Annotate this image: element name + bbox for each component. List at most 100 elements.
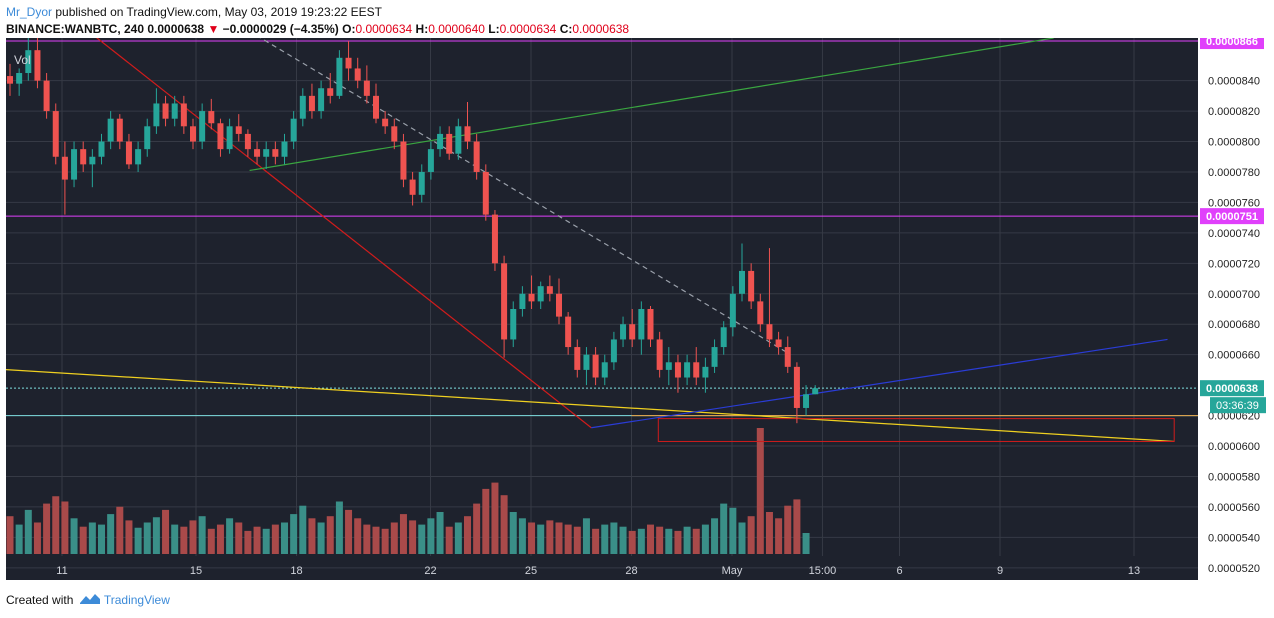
volume-bar <box>271 524 279 554</box>
candle-body <box>263 149 270 157</box>
y-tick-label: 0.0000520 <box>1208 563 1260 575</box>
author-link[interactable]: Mr_Dyor <box>6 5 53 19</box>
volume-bar <box>784 505 792 554</box>
x-tick-label: 9 <box>997 565 1003 577</box>
volume-bar <box>52 496 60 554</box>
x-tick-label: 15:00 <box>809 565 837 577</box>
volume-bar <box>793 499 801 554</box>
candle-body <box>574 347 581 370</box>
volume-bar <box>70 518 78 554</box>
price-badge <box>1200 208 1264 225</box>
volume-bar <box>491 482 499 554</box>
price-axis[interactable] <box>1198 38 1270 580</box>
volume-bar <box>317 522 325 554</box>
close-label: C: <box>559 22 573 36</box>
open-value: 0.0000634 <box>355 22 413 36</box>
volume-bar <box>509 512 517 554</box>
candle-body <box>757 301 764 325</box>
price-badge-label: 0.0000638 <box>1206 383 1258 395</box>
candle-body <box>592 354 599 378</box>
low-label: L: <box>488 22 500 36</box>
candle-body <box>739 270 745 294</box>
candle-body <box>491 214 498 264</box>
candle-body <box>34 50 41 81</box>
volume-bar <box>15 524 23 554</box>
volume-bar <box>262 528 270 554</box>
volume-bar <box>592 528 600 554</box>
volume-bar <box>281 522 288 554</box>
candle-body <box>793 366 800 408</box>
volume-bar <box>189 520 197 554</box>
candle-body <box>71 149 78 180</box>
trend-line <box>249 37 1054 172</box>
last-price: 0.0000638 <box>147 22 205 36</box>
volume-bar <box>802 533 810 554</box>
candle-body <box>537 286 544 302</box>
chart-area[interactable]: 0.0000840 0.0000820 0.0000800 0.0000780 0.00… <box>0 0 1270 580</box>
y-axis-labels: 0.0000840 0.0000820 0.0000800 0.0000780 0.00… <box>1208 76 1260 575</box>
candle-body <box>629 324 636 340</box>
y-tick-label: 0.0000540 <box>1208 532 1260 544</box>
candle-body <box>601 362 608 378</box>
volume-bar <box>216 524 224 554</box>
x-tick-label: 11 <box>56 565 67 577</box>
y-tick-label: 0.0000720 <box>1208 258 1260 270</box>
candle-body <box>116 118 123 142</box>
volume-bar <box>564 524 572 554</box>
volume-bar <box>665 528 673 554</box>
candle-body <box>729 293 736 328</box>
volume-bar <box>656 526 664 554</box>
volume-bar <box>692 528 700 554</box>
volume-bar <box>711 518 719 554</box>
volume-bar <box>647 524 654 554</box>
volume-bar <box>180 526 188 554</box>
candle-body <box>299 95 306 119</box>
candle-body <box>510 309 517 340</box>
volume-bar <box>290 514 298 554</box>
candle-body <box>43 80 50 112</box>
volume-bar <box>152 517 160 554</box>
price-chart[interactable]: 0.00008400.00008200.00008000.00007800.00… <box>0 0 1270 580</box>
candles <box>7 38 819 424</box>
published-text: published on TradingView.com, May 03, 20… <box>55 5 383 19</box>
candle-body <box>98 141 105 157</box>
volume-bar <box>765 512 773 554</box>
candle-body <box>190 126 196 142</box>
volume-bar <box>683 526 691 554</box>
candle-body <box>437 133 444 150</box>
candle-body <box>693 362 700 378</box>
x-tick-label: 18 <box>290 565 302 577</box>
candle-body <box>318 88 325 112</box>
volume-bar <box>326 516 334 554</box>
publish-line: Mr_Dyor published on TradingView.com, Ma… <box>6 5 382 19</box>
volume-bar <box>134 527 142 554</box>
y-tick-label: 0.0000760 <box>1208 197 1260 209</box>
candle-body <box>556 293 562 317</box>
candle-body <box>501 263 508 340</box>
x-tick-label: 22 <box>424 565 436 577</box>
trend-line <box>47 0 592 429</box>
tradingview-link[interactable]: TradingView <box>103 593 170 607</box>
candle-body <box>400 141 407 180</box>
y-tick-label: 0.0000660 <box>1208 350 1260 362</box>
footer: Created with TradingView <box>6 593 170 607</box>
candle-body <box>720 327 727 348</box>
volume-bar <box>436 512 444 554</box>
volume-bar <box>701 524 709 554</box>
candle-body <box>638 309 645 340</box>
volume-bar <box>418 524 426 554</box>
candle-body <box>327 88 334 96</box>
y-tick-label: 0.0000560 <box>1208 502 1260 514</box>
candle-body <box>80 149 87 165</box>
volume-bar <box>518 518 526 554</box>
volume-bar <box>24 509 32 554</box>
candle-body <box>684 362 691 378</box>
volume-bar <box>555 522 563 554</box>
volume-bar <box>747 516 755 554</box>
tradingview-logo-icon <box>79 594 100 604</box>
volume-bar <box>628 530 636 554</box>
volume-bar <box>500 495 508 554</box>
candle-body <box>363 80 370 96</box>
volume-bar <box>207 528 215 554</box>
candle-body <box>784 347 791 367</box>
